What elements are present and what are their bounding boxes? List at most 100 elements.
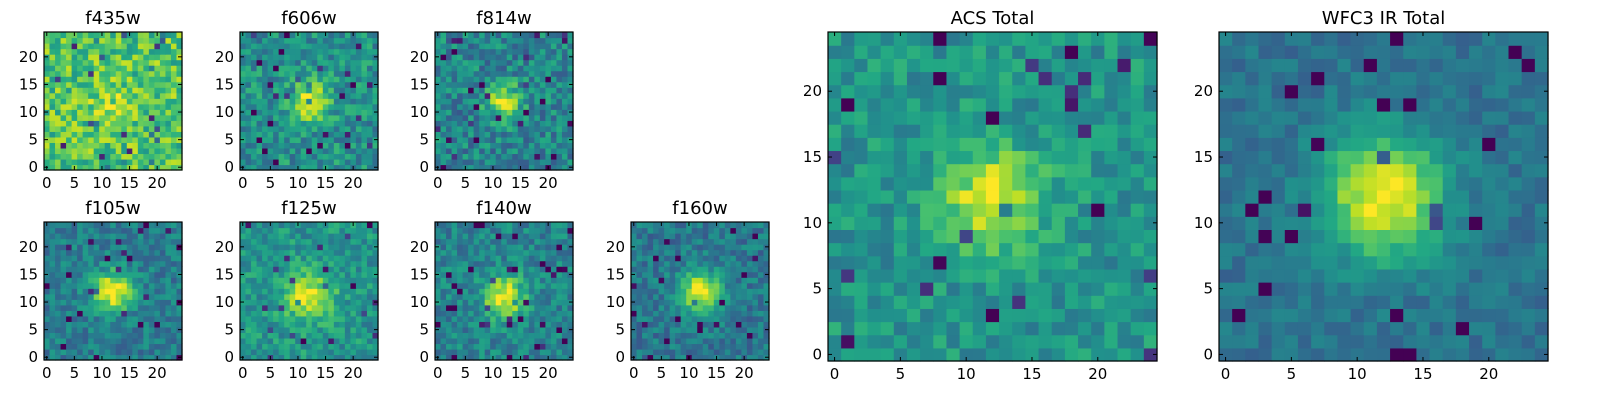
heatmap-cell — [159, 282, 167, 289]
heatmap-cell — [71, 348, 78, 356]
heatmap-cell — [278, 304, 285, 311]
heatmap-cell — [361, 260, 368, 267]
heatmap-cell — [328, 321, 335, 328]
heatmap-cell — [137, 227, 144, 234]
heatmap-cell — [933, 216, 948, 230]
heatmap-cell — [933, 176, 948, 191]
heatmap-cell — [372, 337, 379, 345]
heatmap-cell — [311, 304, 318, 311]
heatmap-cell — [176, 343, 183, 350]
heatmap-cell — [366, 227, 374, 234]
heatmap-cell — [88, 233, 95, 240]
heatmap-cell — [273, 54, 280, 61]
heatmap-cell — [165, 310, 172, 317]
heatmap-cell — [490, 136, 497, 143]
heatmap-cell — [344, 92, 351, 99]
heatmap-cell — [256, 315, 263, 322]
heatmap-cell — [88, 266, 95, 273]
heatmap-cell — [115, 48, 122, 55]
heatmap-cell — [724, 227, 731, 234]
heatmap-cell — [484, 114, 491, 121]
heatmap-cell — [658, 260, 665, 267]
heatmap-cell — [517, 98, 524, 105]
heatmap-cell — [333, 125, 340, 132]
heatmap-cell — [148, 65, 155, 72]
heatmap-cell — [479, 142, 486, 149]
heatmap-cell — [262, 109, 269, 116]
heatmap-cell — [55, 260, 62, 267]
heatmap-cell — [468, 120, 475, 127]
heatmap-cell — [495, 233, 502, 240]
heatmap-cell — [828, 216, 842, 230]
heatmap-cell — [289, 164, 296, 171]
heatmap-cell — [999, 282, 1013, 296]
heatmap-cell — [708, 343, 715, 350]
heatmap-cell — [691, 233, 698, 240]
heatmap-cell — [93, 238, 100, 245]
heatmap-cell — [165, 43, 172, 50]
heatmap-cell — [306, 299, 313, 306]
heatmap-cell — [104, 131, 111, 138]
heatmap-cell — [556, 103, 563, 110]
heatmap-cell — [71, 326, 78, 333]
heatmap-cell — [642, 293, 649, 300]
heatmap-cell — [88, 87, 95, 94]
heatmap-cell — [115, 282, 122, 289]
heatmap-cell — [154, 299, 161, 306]
heatmap-cell — [267, 98, 274, 105]
heatmap-cell — [440, 227, 447, 234]
heatmap-cell — [735, 326, 742, 333]
heatmap-cell — [311, 103, 318, 110]
heatmap-cell — [457, 260, 464, 267]
heatmap-cell — [121, 244, 128, 251]
heatmap-cell — [642, 354, 649, 361]
heatmap-cell — [93, 260, 100, 267]
heatmap-cell — [104, 299, 111, 306]
heatmap-cell — [366, 125, 374, 132]
heatmap-cell — [473, 321, 480, 328]
heatmap-cell — [44, 114, 51, 121]
heatmap-cell — [1064, 334, 1079, 349]
heatmap-cell — [999, 242, 1013, 257]
heatmap-cell — [49, 332, 56, 339]
heatmap-cell — [126, 238, 133, 245]
heatmap-cell — [495, 32, 502, 39]
heatmap-cell — [854, 163, 869, 178]
heatmap-cell — [1025, 308, 1040, 323]
heatmap-cell — [680, 299, 687, 306]
heatmap-cell — [567, 120, 574, 127]
heatmap-cell — [344, 131, 351, 138]
heatmap-cell — [148, 266, 155, 273]
heatmap-cell — [462, 147, 469, 155]
heatmap-cell — [658, 288, 665, 295]
heatmap-cell — [1051, 308, 1066, 323]
heatmap-cell — [658, 343, 665, 350]
heatmap-cell — [148, 343, 155, 350]
heatmap-cell — [506, 337, 513, 345]
heatmap-cell — [256, 227, 263, 234]
heatmap-cell — [893, 347, 908, 362]
heatmap-cell — [93, 81, 100, 88]
heatmap-cell — [653, 293, 660, 300]
heatmap-cell — [664, 277, 671, 284]
heatmap-cell — [490, 147, 497, 155]
heatmap-cell — [350, 48, 357, 55]
heatmap-cell — [104, 222, 111, 229]
heatmap-cell — [440, 103, 447, 110]
heatmap-cell — [730, 354, 737, 361]
heatmap-cell — [143, 98, 150, 105]
heatmap-cell — [959, 203, 974, 217]
heatmap-cell — [556, 120, 563, 127]
heatmap-cell — [300, 222, 307, 229]
heatmap-cell — [154, 48, 161, 55]
heatmap-cell — [959, 176, 974, 191]
heatmap-cell — [539, 310, 546, 317]
heatmap-cell — [176, 337, 183, 345]
heatmap-cell — [473, 343, 480, 350]
heatmap-cell — [289, 131, 296, 138]
heatmap-cell — [176, 282, 183, 289]
heatmap-cell — [534, 103, 541, 110]
heatmap-cell — [361, 282, 368, 289]
heatmap-cell — [501, 348, 508, 356]
